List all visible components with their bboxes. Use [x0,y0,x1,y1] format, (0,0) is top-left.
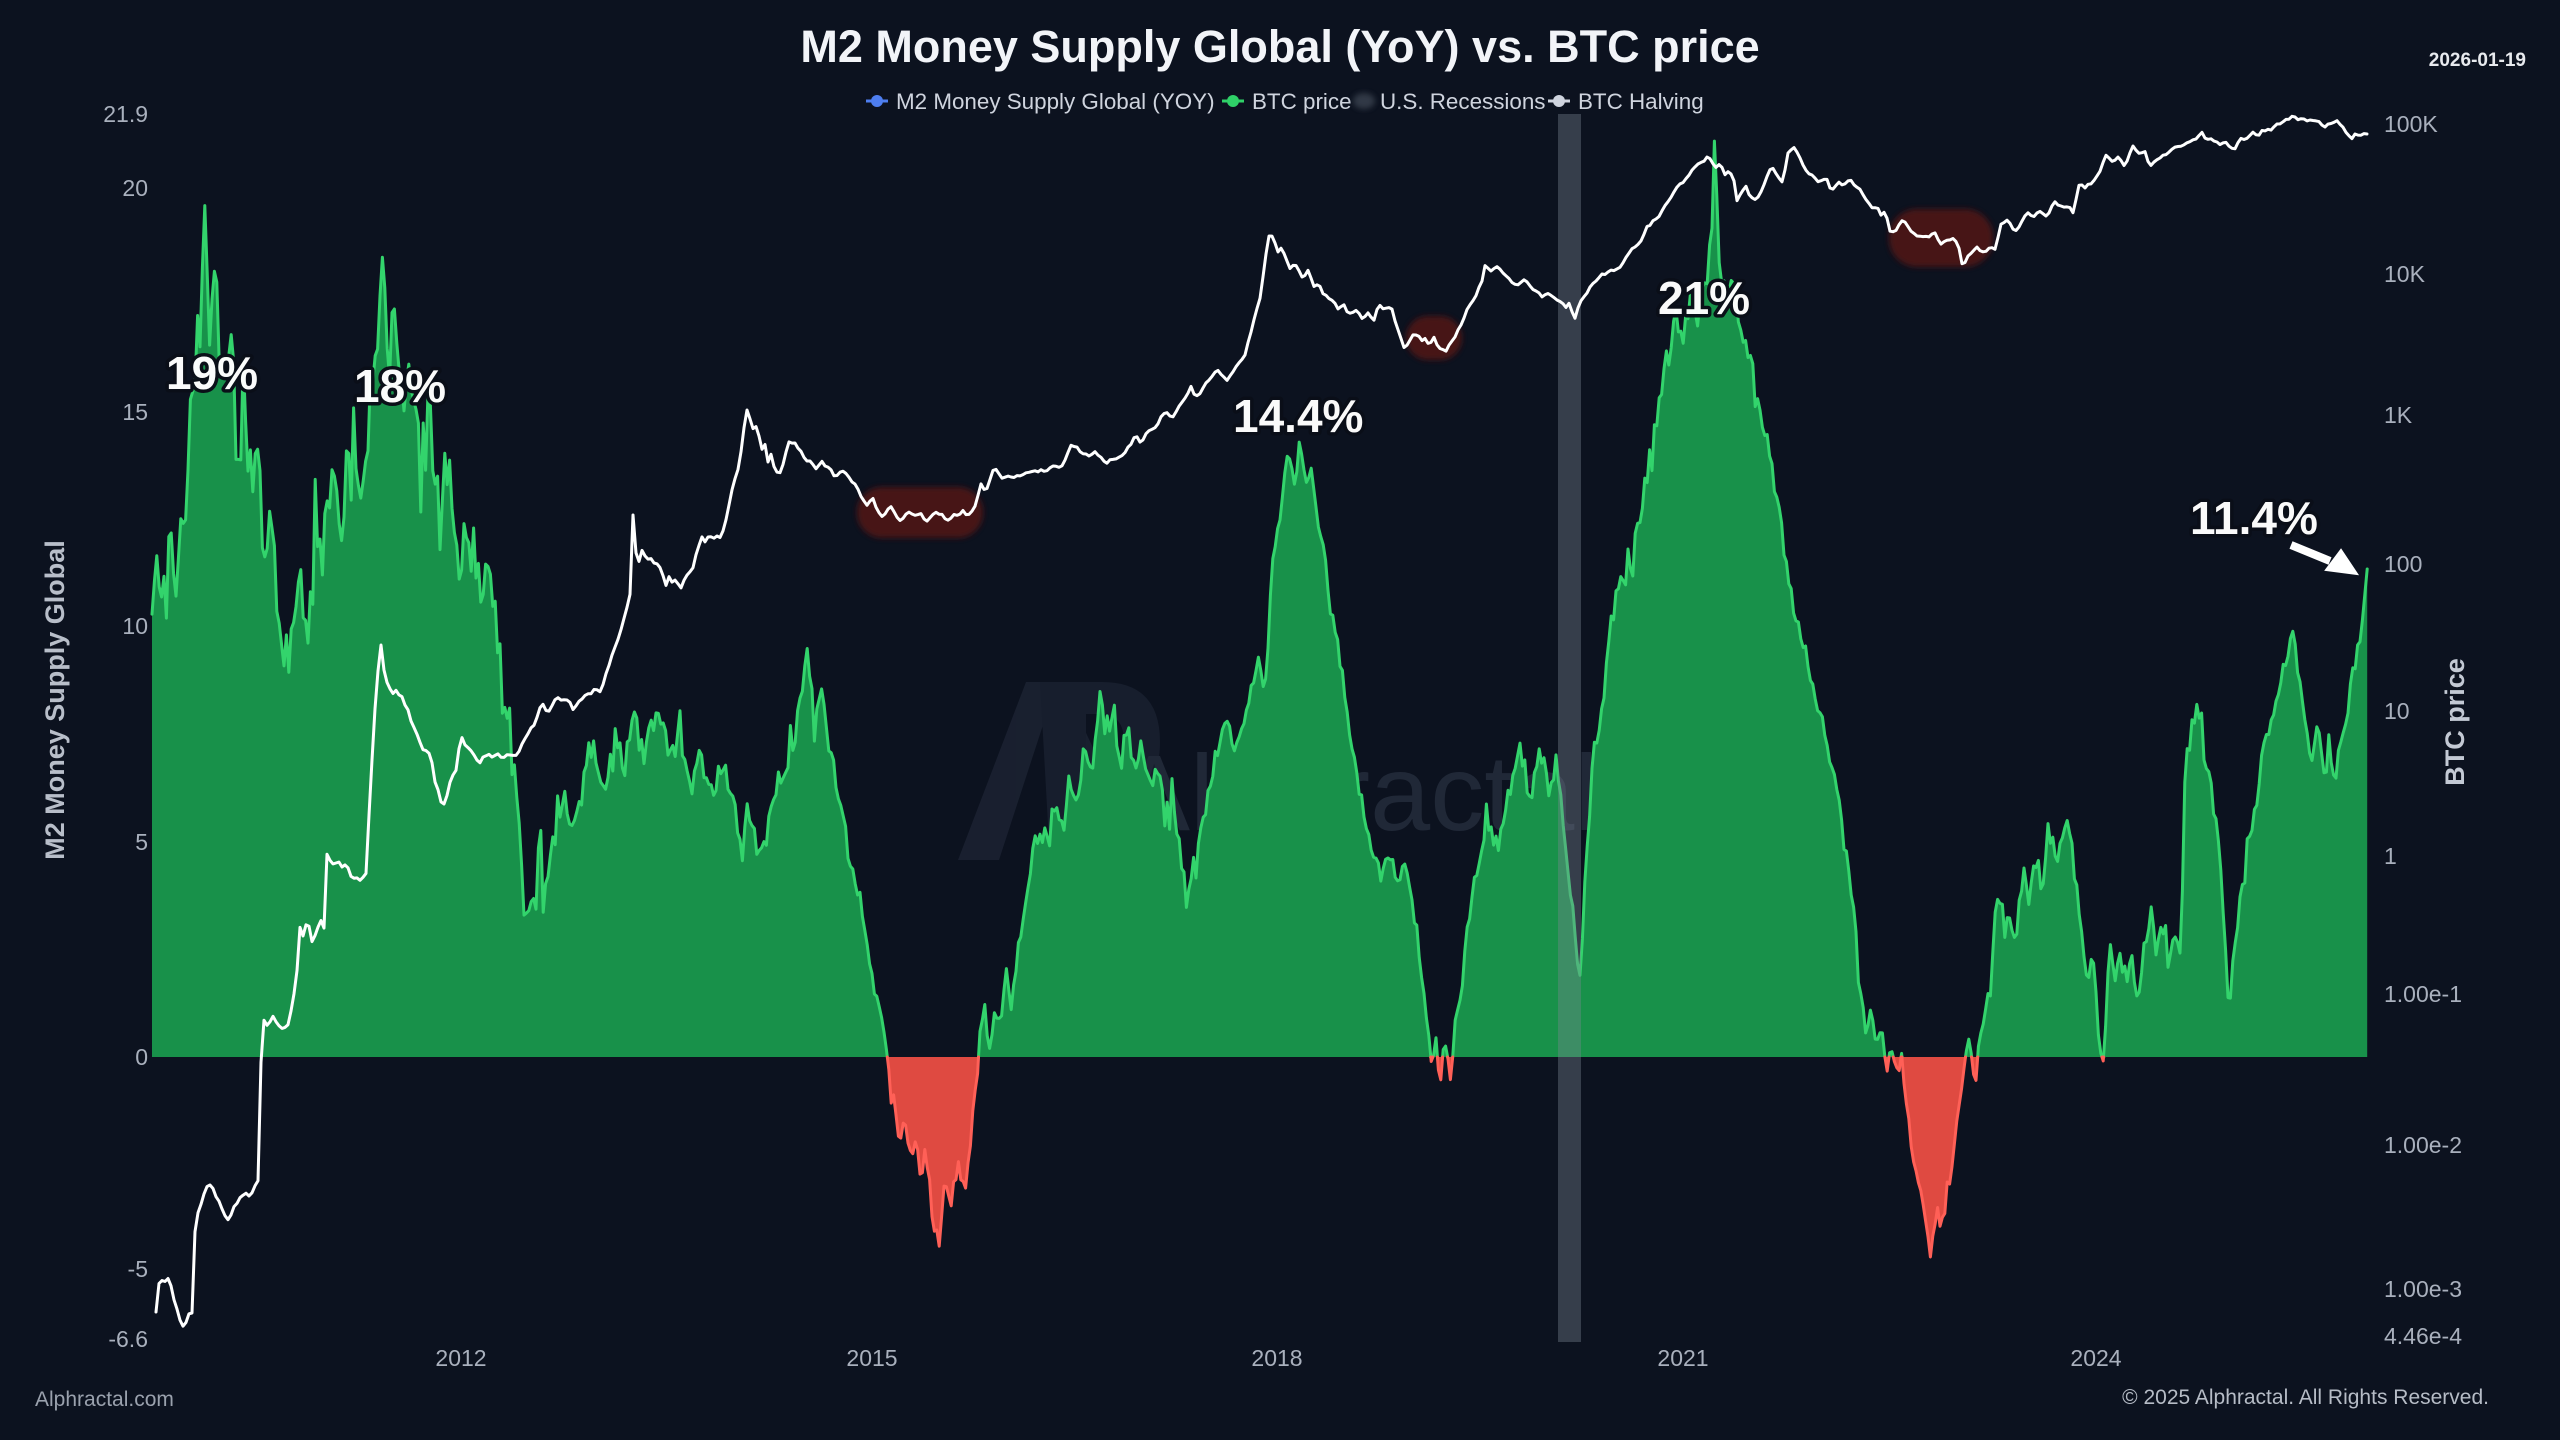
svg-text:4.46e-4: 4.46e-4 [2384,1323,2462,1349]
svg-text:2012: 2012 [435,1345,486,1371]
svg-text:21%: 21% [1658,272,1750,324]
svg-text:19%: 19% [166,347,258,399]
svg-text:-5: -5 [128,1256,148,1282]
svg-text:M2 Money Supply Global (YoY) v: M2 Money Supply Global (YoY) vs. BTC pri… [800,21,1759,72]
svg-text:M2 Money Supply Global: M2 Money Supply Global [40,540,70,860]
svg-text:18%: 18% [354,360,446,412]
svg-text:20: 20 [122,175,148,201]
svg-text:21.9: 21.9 [103,101,148,127]
svg-text:2026-01-19: 2026-01-19 [2429,50,2526,71]
svg-text:M2 Money Supply Global (YOY): M2 Money Supply Global (YOY) [896,89,1215,114]
svg-text:11.4%: 11.4% [2190,492,2318,544]
svg-text:U.S. Recessions: U.S. Recessions [1380,89,1546,114]
svg-text:© 2025 Alphractal. All Rights: © 2025 Alphractal. All Rights Reserved. [2122,1386,2489,1409]
svg-text:1.00e-1: 1.00e-1 [2384,981,2462,1007]
svg-text:1: 1 [2384,843,2397,869]
svg-text:1K: 1K [2384,402,2413,428]
svg-text:100K: 100K [2384,111,2438,137]
svg-text:BTC price: BTC price [2440,658,2470,786]
svg-text:Alphractal.com: Alphractal.com [35,1388,174,1411]
svg-text:2021: 2021 [1657,1345,1708,1371]
svg-text:10: 10 [122,613,148,639]
svg-text:2024: 2024 [2070,1345,2121,1371]
svg-text:5: 5 [135,829,148,855]
svg-text:2015: 2015 [846,1345,897,1371]
svg-text:2018: 2018 [1251,1345,1302,1371]
svg-text:0: 0 [135,1044,148,1070]
svg-text:14.4%: 14.4% [1233,390,1363,442]
svg-text:BTC Halving: BTC Halving [1578,89,1704,114]
svg-text:1.00e-2: 1.00e-2 [2384,1132,2462,1158]
svg-text:10: 10 [2384,698,2410,724]
svg-text:10K: 10K [2384,261,2426,287]
svg-text:15: 15 [122,399,148,425]
svg-text:100: 100 [2384,551,2422,577]
svg-text:BTC price: BTC price [1252,89,1352,114]
svg-text:1.00e-3: 1.00e-3 [2384,1276,2462,1302]
svg-text:-6.6: -6.6 [108,1326,148,1352]
